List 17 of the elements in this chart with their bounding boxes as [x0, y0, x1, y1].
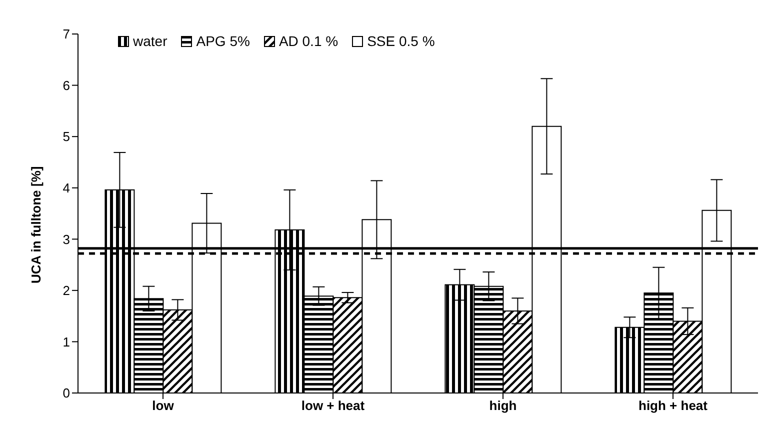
legend-label: SSE 0.5 % — [367, 33, 435, 49]
x-tick-label: high + heat — [638, 398, 708, 414]
y-tick-label: 0 — [62, 386, 70, 401]
y-tick-label: 6 — [62, 78, 70, 93]
legend-label: APG 5% — [196, 33, 250, 49]
x-tick-label: low + heat — [301, 398, 366, 414]
legend-label: AD 0.1 % — [278, 33, 338, 49]
y-tick-label: 1 — [62, 334, 70, 350]
x-tick-label: low — [152, 398, 175, 414]
x-tick-label: high — [489, 398, 517, 414]
y-tick-label: 2 — [62, 283, 70, 298]
legend-label: water — [133, 33, 168, 49]
y-tick-label: 4 — [62, 180, 70, 196]
y-axis-title: UCA in fulltone [%] — [28, 166, 44, 284]
y-tick-label: 7 — [62, 26, 70, 42]
y-tick-label: 5 — [62, 129, 70, 144]
y-tick-label: 3 — [62, 232, 70, 247]
